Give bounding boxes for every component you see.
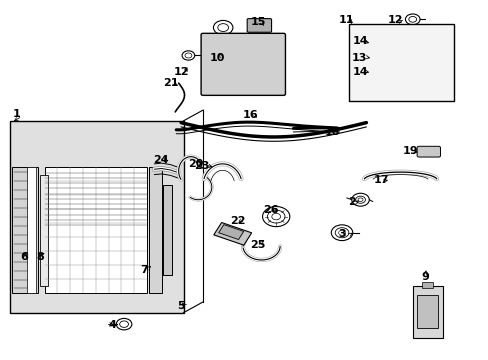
- Text: 3: 3: [338, 229, 345, 239]
- FancyBboxPatch shape: [246, 19, 271, 32]
- Text: 12: 12: [173, 67, 188, 77]
- Text: 5: 5: [177, 301, 184, 311]
- Text: 11: 11: [339, 15, 354, 26]
- Bar: [149, 167, 161, 293]
- Bar: [10, 121, 183, 313]
- FancyBboxPatch shape: [416, 146, 440, 157]
- Bar: [163, 185, 171, 275]
- Text: 20: 20: [188, 159, 203, 169]
- Text: 4: 4: [109, 320, 117, 330]
- Text: 24: 24: [153, 155, 168, 165]
- Text: 1: 1: [12, 109, 20, 119]
- Text: 2: 2: [347, 197, 355, 207]
- Text: 23: 23: [194, 161, 209, 171]
- Bar: [12, 167, 38, 293]
- Bar: [348, 24, 453, 101]
- Text: 13: 13: [351, 53, 366, 63]
- Text: 26: 26: [263, 206, 279, 216]
- Text: 25: 25: [249, 239, 265, 249]
- Text: 17: 17: [372, 175, 388, 185]
- Bar: [218, 225, 243, 239]
- Bar: [412, 286, 442, 338]
- Bar: [40, 175, 48, 286]
- Text: 18: 18: [324, 127, 339, 136]
- Bar: [379, 39, 391, 43]
- Text: 21: 21: [163, 78, 178, 88]
- Bar: [44, 167, 147, 293]
- Text: 10: 10: [209, 53, 225, 63]
- Text: 16: 16: [242, 111, 258, 121]
- Text: 8: 8: [37, 252, 44, 262]
- Text: 14: 14: [352, 36, 367, 46]
- Bar: [213, 222, 251, 245]
- Text: 22: 22: [230, 216, 245, 226]
- Bar: [397, 31, 403, 94]
- Bar: [379, 82, 391, 86]
- FancyBboxPatch shape: [201, 33, 285, 95]
- Text: 7: 7: [141, 265, 148, 275]
- Bar: [368, 69, 397, 72]
- Text: 15: 15: [250, 17, 265, 27]
- Text: 9: 9: [420, 272, 428, 282]
- Text: 19: 19: [402, 146, 417, 156]
- Text: 14: 14: [352, 67, 367, 77]
- Bar: [416, 296, 437, 328]
- Text: 6: 6: [20, 252, 28, 262]
- Bar: [27, 167, 36, 293]
- Text: 12: 12: [387, 15, 403, 26]
- Bar: [422, 282, 432, 288]
